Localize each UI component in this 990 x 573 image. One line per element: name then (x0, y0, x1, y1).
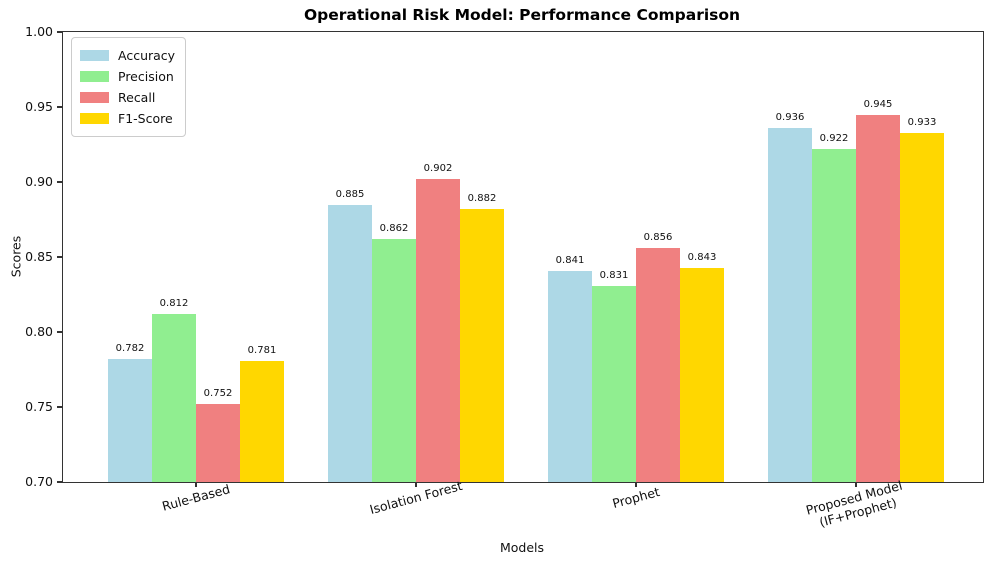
x-tick-mark (855, 482, 857, 487)
y-tick-label: 0.90 (25, 174, 53, 189)
x-axis-label: Models (499, 540, 545, 555)
bar-value-label: 0.945 (863, 98, 893, 110)
x-tick-label: Prophet (610, 484, 662, 511)
y-tick-mark (56, 481, 62, 483)
y-tick-label: 0.70 (25, 474, 53, 489)
bar-recall-0 (196, 404, 240, 482)
y-tick-label: 1.00 (25, 24, 53, 39)
bar-value-label: 0.752 (203, 388, 233, 399)
y-tick-mark (56, 31, 62, 33)
bar-value-label: 0.885 (335, 188, 365, 200)
bar-value-label: 0.936 (775, 112, 805, 123)
bar-value-label: 0.781 (247, 344, 277, 356)
bar-value-label: 0.831 (599, 269, 629, 281)
bar-value-label: 0.782 (115, 343, 145, 354)
bar-f1-score-0 (240, 360, 284, 482)
plot-area: Accuracy Precision Recall F1-Score 1.00 0… (25, 24, 984, 530)
y-tick-mark (56, 106, 62, 108)
legend: Accuracy Precision Recall F1-Score (71, 37, 187, 137)
bar-precision-1 (372, 239, 416, 482)
bar-value-label: 0.922 (819, 133, 849, 144)
bar-recall-1 (416, 179, 460, 482)
legend-item-recall: Recall (80, 87, 175, 108)
legend-label: F1-Score (118, 111, 173, 126)
y-tick-label: 0.75 (25, 399, 53, 414)
f1-score-swatch-icon (80, 113, 109, 124)
bar-f1-score-1 (460, 209, 504, 482)
bar-precision-0 (152, 314, 196, 482)
bar-accuracy-0 (108, 359, 152, 482)
bar-accuracy-2 (548, 270, 592, 482)
x-tick-mark (635, 482, 637, 487)
bar-precision-2 (592, 285, 636, 482)
bar-value-label: 0.856 (643, 232, 673, 243)
bar-recall-2 (636, 248, 680, 482)
bar-f1-score-2 (680, 267, 724, 482)
bar-value-label: 0.902 (423, 163, 453, 174)
y-tick-label: 0.95 (25, 99, 53, 114)
bar-value-label: 0.882 (467, 193, 497, 204)
legend-item-accuracy: Accuracy (80, 45, 175, 66)
bar-f1-score-3 (900, 132, 944, 482)
bar-value-label: 0.933 (907, 116, 937, 128)
legend-item-f1-score: F1-Score (80, 108, 175, 129)
x-tick-mark (195, 482, 197, 487)
precision-swatch-icon (80, 71, 109, 82)
y-tick-mark (56, 256, 62, 258)
bar-value-label: 0.812 (159, 298, 189, 309)
bar-accuracy-3 (768, 128, 812, 482)
x-tick-mark (415, 482, 417, 487)
y-tick-mark (56, 181, 62, 183)
bar-accuracy-1 (328, 204, 372, 482)
legend-item-precision: Precision (80, 66, 175, 87)
chart-title: Operational Risk Model: Performance Comp… (303, 6, 741, 24)
bar-recall-3 (856, 114, 900, 482)
y-tick-mark (56, 406, 62, 408)
y-tick-label: 0.80 (25, 324, 53, 339)
bar-precision-3 (812, 149, 856, 482)
y-tick-mark (56, 331, 62, 333)
accuracy-swatch-icon (80, 50, 109, 61)
legend-label: Precision (118, 69, 174, 84)
recall-swatch-icon (80, 92, 109, 103)
legend-label: Recall (118, 90, 156, 105)
bar-value-label: 0.841 (555, 254, 585, 266)
bar-value-label: 0.862 (379, 223, 409, 234)
bar-value-label: 0.843 (687, 251, 717, 263)
legend-label: Accuracy (118, 48, 176, 63)
y-tick-label: 0.85 (25, 249, 53, 264)
